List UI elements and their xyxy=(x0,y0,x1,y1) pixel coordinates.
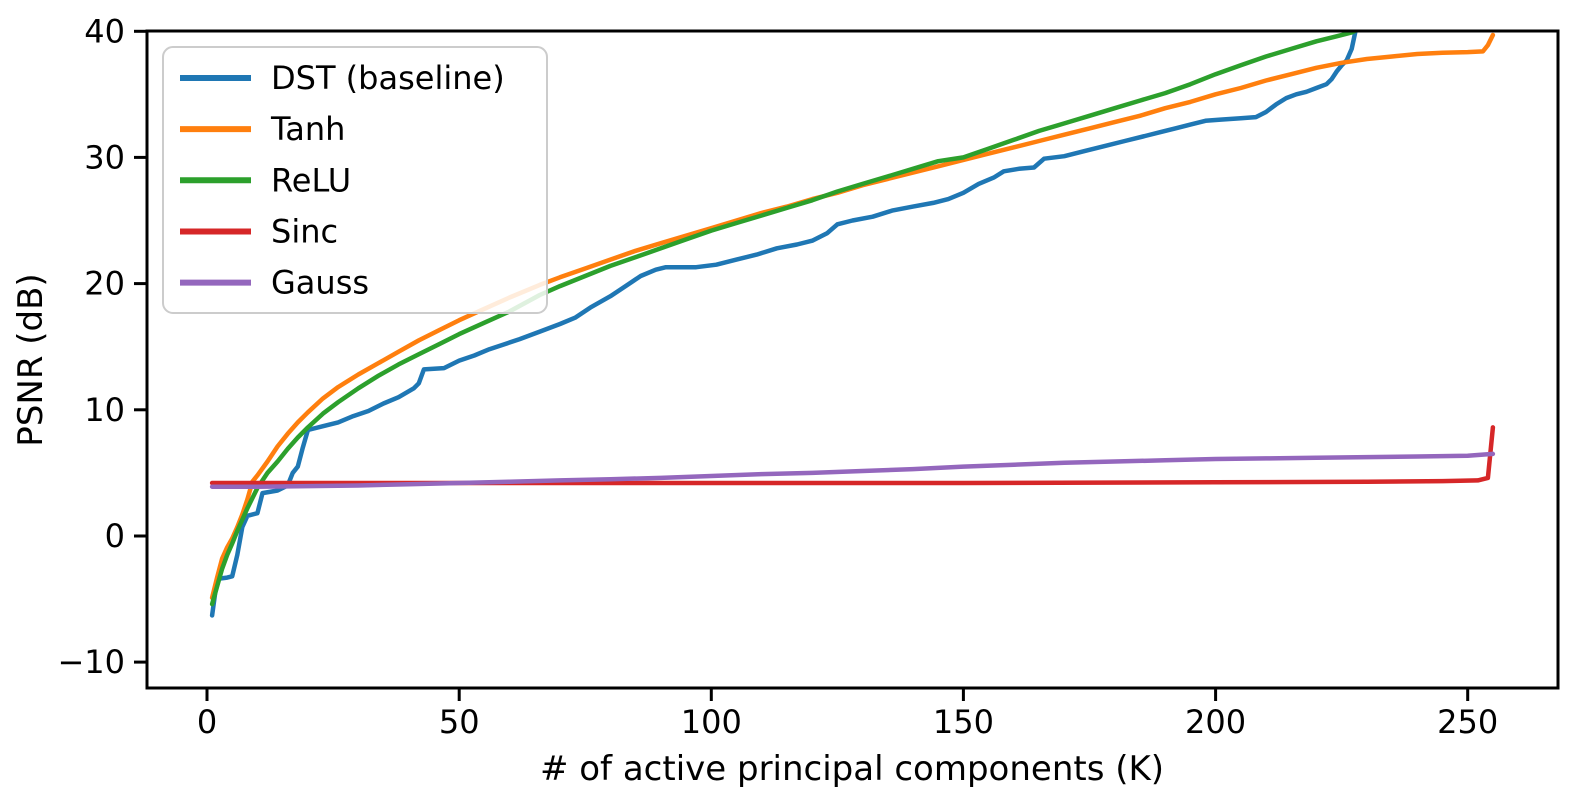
x-tick-label: 50 xyxy=(439,703,480,741)
ticks-group: 0 50 100 150 200 250 −10 0 10 20 30 40 xyxy=(57,12,1498,741)
x-tick-label: 150 xyxy=(933,703,994,741)
legend-item: Gauss xyxy=(180,264,369,302)
series-line-gauss xyxy=(209,451,1496,489)
y-tick-label: 40 xyxy=(84,12,125,50)
x-axis-label: # of active principal components (K) xyxy=(540,749,1164,789)
series-group xyxy=(209,31,1496,618)
x-tick-label: 200 xyxy=(1185,703,1246,741)
y-tick-label: −10 xyxy=(57,643,125,681)
legend-label: ReLU xyxy=(271,161,351,199)
y-tick-label: 30 xyxy=(84,138,125,176)
legend-item: ReLU xyxy=(180,161,351,199)
series-line-dst-baseline xyxy=(209,31,1358,618)
legend-item: Sinc xyxy=(180,212,338,250)
legend-item: Tanh xyxy=(180,110,345,148)
plot-border xyxy=(145,29,1560,690)
x-tick-label: 0 xyxy=(197,703,217,741)
series-line-sinc xyxy=(209,425,1496,486)
legend-item: DST (baseline) xyxy=(180,59,505,97)
y-axis-label: PSNR (dB) xyxy=(11,273,51,446)
x-tick-label: 100 xyxy=(681,703,742,741)
legend-label: DST (baseline) xyxy=(271,59,505,97)
legend-label: Tanh xyxy=(270,110,345,148)
legend-label: Sinc xyxy=(271,212,338,250)
legend-label: Gauss xyxy=(271,264,369,302)
y-tick-label: 10 xyxy=(84,391,125,429)
legend: DST (baseline) Tanh ReLU Sinc Gauss xyxy=(162,46,548,314)
series-line-relu xyxy=(209,31,1360,607)
y-tick-label: 0 xyxy=(105,517,125,555)
series-line-tanh xyxy=(209,32,1496,601)
x-tick-label: 250 xyxy=(1437,703,1498,741)
y-tick-label: 20 xyxy=(84,265,125,303)
legend-frame xyxy=(162,46,548,314)
